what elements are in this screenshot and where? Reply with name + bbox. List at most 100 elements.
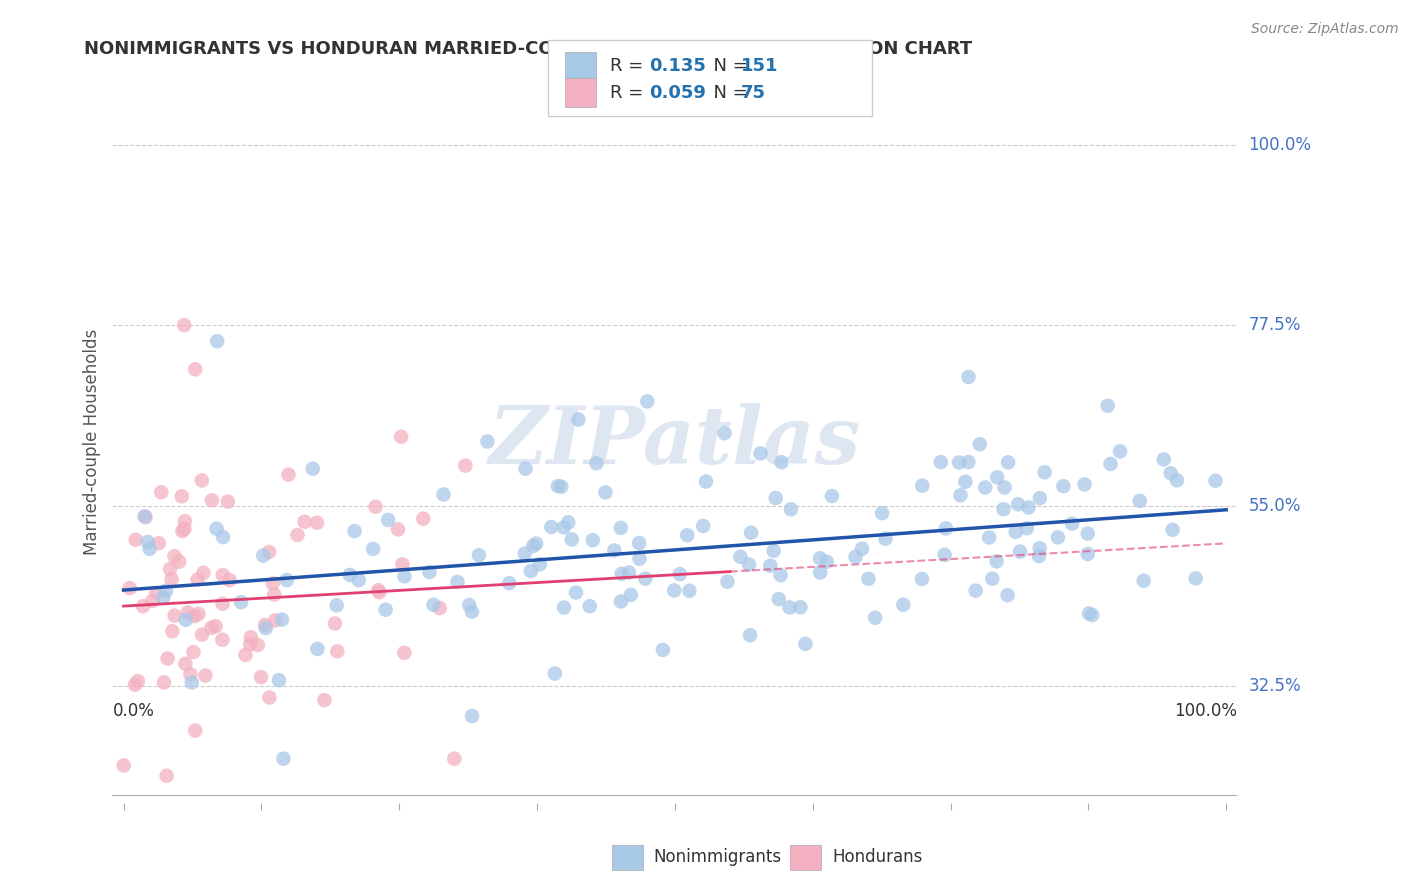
Point (977, 531, 1000, 545)
Point (148, 536, 170, 550)
Point (134, 509, 156, 524)
Point (204, 619, 226, 633)
Point (287, 528, 309, 542)
Point (1161, 523, 1184, 537)
Point (183, 609, 205, 624)
Point (738, 558, 761, 572)
Point (307, 641, 329, 656)
Point (443, 751, 465, 765)
Point (993, 480, 1015, 494)
Point (194, 668, 217, 682)
Point (770, 455, 793, 469)
Point (544, 666, 567, 681)
Point (212, 530, 235, 544)
Point (339, 568, 361, 582)
Point (458, 598, 481, 612)
Point (595, 485, 617, 500)
Point (986, 470, 1008, 484)
Point (461, 709, 484, 723)
Point (1029, 491, 1052, 505)
Point (254, 621, 277, 635)
Point (135, 510, 157, 524)
Point (870, 506, 893, 520)
Point (620, 588, 643, 602)
Point (167, 555, 190, 569)
Point (1077, 526, 1099, 541)
Point (326, 644, 349, 658)
Point (193, 566, 215, 580)
Point (211, 568, 233, 582)
Point (513, 546, 536, 560)
Point (314, 693, 336, 707)
Point (1028, 549, 1050, 563)
Point (547, 479, 569, 493)
Point (186, 573, 208, 587)
Point (997, 455, 1019, 469)
Point (412, 511, 434, 525)
Point (561, 533, 583, 547)
Point (1015, 521, 1038, 535)
Point (276, 573, 298, 587)
Point (235, 648, 257, 662)
Point (1077, 547, 1099, 561)
Text: 55.0%: 55.0% (1249, 497, 1301, 515)
Point (173, 318, 195, 333)
Point (389, 430, 412, 444)
Point (267, 673, 290, 688)
Point (132, 599, 155, 614)
Text: N =: N = (702, 84, 754, 102)
Point (997, 588, 1019, 602)
Point (1132, 574, 1154, 588)
Point (1028, 541, 1050, 556)
Point (934, 548, 956, 562)
Point (218, 573, 240, 587)
Point (1205, 474, 1227, 488)
Text: 100.0%: 100.0% (1249, 136, 1312, 153)
Point (768, 592, 790, 607)
Point (522, 539, 544, 553)
Point (553, 520, 575, 534)
Point (515, 462, 537, 476)
Point (1166, 473, 1188, 487)
Point (246, 638, 269, 652)
Point (1097, 399, 1119, 413)
Point (779, 600, 801, 615)
Point (305, 516, 328, 530)
Point (368, 585, 391, 599)
Point (893, 598, 915, 612)
Point (553, 600, 575, 615)
Text: 151: 151 (741, 57, 779, 75)
Point (789, 600, 811, 615)
Text: 77.5%: 77.5% (1249, 316, 1301, 334)
Point (676, 528, 699, 542)
Point (239, 630, 262, 644)
Point (394, 646, 416, 660)
Point (377, 513, 399, 527)
Point (364, 500, 387, 514)
Point (124, 678, 146, 692)
Point (567, 412, 589, 426)
Point (191, 474, 214, 488)
Point (180, 675, 202, 690)
Point (429, 601, 451, 615)
Point (1018, 500, 1040, 515)
Point (477, 434, 499, 449)
Point (387, 522, 409, 536)
Point (184, 723, 207, 738)
Point (1081, 607, 1104, 622)
Point (678, 583, 700, 598)
Text: Hondurans: Hondurans (832, 848, 922, 866)
Point (391, 558, 413, 572)
Point (201, 493, 224, 508)
Point (271, 613, 294, 627)
Point (1184, 571, 1206, 585)
Point (957, 370, 980, 384)
Point (730, 549, 752, 564)
Point (163, 549, 186, 564)
Point (136, 534, 159, 549)
Point (418, 565, 440, 579)
Point (250, 670, 273, 684)
Point (981, 572, 1004, 586)
Point (301, 461, 323, 475)
Point (160, 572, 183, 586)
